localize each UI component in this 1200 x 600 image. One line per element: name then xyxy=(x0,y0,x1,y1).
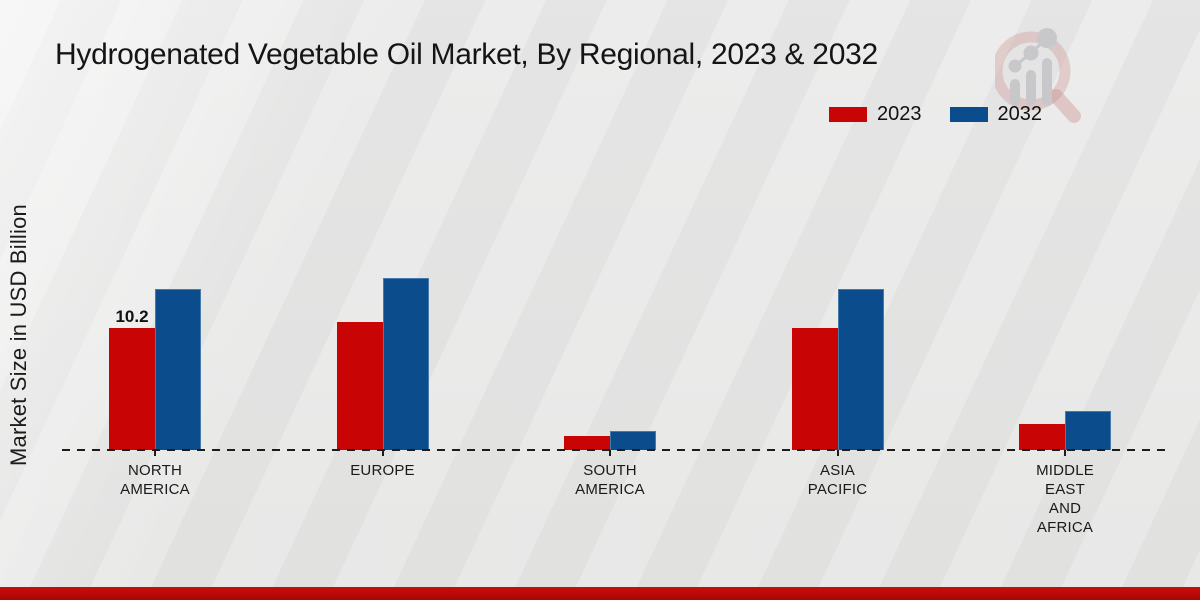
legend-item-2032: 2032 xyxy=(949,103,1043,126)
x-axis-tick xyxy=(154,450,156,456)
legend-label: 2032 xyxy=(997,103,1043,125)
bar-2023-asia-pacific xyxy=(791,328,838,450)
bar-2032-middle-east-and-africa xyxy=(1065,411,1111,450)
bar-2032-north-america xyxy=(155,289,201,450)
bar-2032-europe xyxy=(382,278,429,450)
x-axis-tick xyxy=(609,450,611,456)
bar-2023-south-america xyxy=(564,436,610,450)
legend: 2023 2032 xyxy=(829,103,1042,126)
bar-value-label: 10.2 xyxy=(115,307,149,326)
legend-swatch-2023 xyxy=(829,107,867,122)
x-axis-tick xyxy=(1064,450,1066,456)
category-label-europe: EUROPE xyxy=(350,462,415,479)
magnifier-bar-chart-logo-icon xyxy=(995,28,1081,123)
x-axis-tick xyxy=(836,450,839,456)
bar-2023-europe xyxy=(336,322,383,450)
legend-item-2023: 2023 xyxy=(829,103,922,126)
x-axis-tick xyxy=(381,450,384,456)
category-label-middle-east-and-africa: MIDDLE EAST AND AFRICA xyxy=(1036,462,1094,536)
category-label-north-america: NORTH AMERICA xyxy=(120,462,190,498)
chart-title: Hydrogenated Vegetable Oil Market, By Re… xyxy=(55,38,878,71)
bottom-banner xyxy=(0,587,1200,600)
bar-2023-north-america xyxy=(109,328,155,450)
legend-label: 2023 xyxy=(877,103,922,125)
category-label-asia-pacific: ASIA PACIFIC xyxy=(807,462,868,498)
bar-2023-middle-east-and-africa xyxy=(1019,424,1065,450)
bar-2032-south-america xyxy=(610,431,656,450)
legend-swatch-2032 xyxy=(949,107,988,122)
category-label-south-america: SOUTH AMERICA xyxy=(575,462,645,498)
bar-2032-asia-pacific xyxy=(837,289,884,450)
x-axis-baseline xyxy=(62,449,1168,451)
